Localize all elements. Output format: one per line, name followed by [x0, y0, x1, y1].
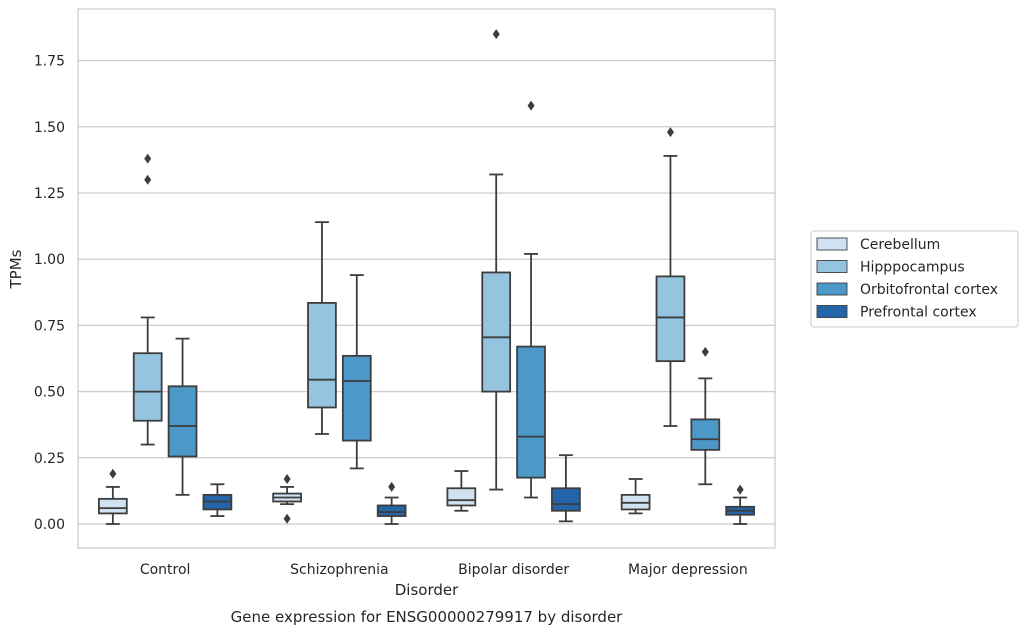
y-tick-label: 0.50 [34, 385, 65, 401]
box-cerebellum [446, 470, 477, 512]
x-tick-label: Schizophrenia [290, 562, 388, 578]
box-hipppocampus [132, 153, 163, 446]
legend-swatch [816, 305, 848, 318]
outlier-point [144, 174, 152, 185]
outlier-point [109, 468, 117, 479]
legend-label: Orbitofrontal cortex [860, 282, 998, 298]
chart-caption: Gene expression for ENSG00000279917 by d… [231, 608, 624, 626]
legend-label: Hipppocampus [860, 260, 965, 276]
box-iqr [307, 301, 337, 409]
box-hipppocampus [307, 221, 337, 435]
box-prefrontal-cortex [202, 483, 233, 517]
y-tick-label: 0.25 [34, 451, 65, 467]
y-tick-labels: 0.00 0.25 0.50 0.75 1.00 1.25 1.50 1.75 [34, 54, 65, 533]
box-iqr [481, 271, 512, 393]
box-iqr [341, 354, 372, 442]
box-iqr [655, 275, 686, 363]
y-tick-label: 1.25 [34, 186, 65, 202]
box-hipppocampus [481, 29, 512, 491]
box-iqr [516, 345, 546, 479]
box-cerebellum [98, 468, 128, 525]
legend-swatch [816, 260, 848, 273]
box-cerebellum [620, 478, 651, 515]
outlier-point [701, 346, 709, 357]
x-tick-label: Control [140, 562, 191, 578]
x-tick-label: Bipolar disorder [458, 562, 569, 578]
y-tick-label: 0.00 [34, 517, 65, 533]
box-orbitofrontal-cortex [341, 274, 372, 470]
box-layer [98, 29, 755, 525]
legend-swatch [816, 282, 848, 296]
outlier-point [492, 29, 500, 40]
legend: Cerebellum Hipppocampus Orbitofrontal cort… [810, 230, 1019, 328]
box-orbitofrontal-cortex [167, 337, 198, 496]
box-prefrontal-cortex [376, 481, 407, 525]
y-axis-title: TPMs [7, 249, 25, 289]
x-axis-title: Disorder [395, 581, 459, 599]
y-tick-label: 1.75 [34, 54, 65, 70]
legend-label: Cerebellum [860, 237, 940, 253]
outlier-point [736, 484, 744, 495]
box-prefrontal-cortex [725, 484, 755, 525]
box-iqr [551, 487, 581, 512]
box-orbitofrontal-cortex [690, 346, 721, 486]
box-orbitofrontal-cortex [516, 100, 546, 499]
y-tick-label: 1.50 [34, 120, 65, 136]
box-iqr [376, 504, 407, 517]
x-tick-label: Major depression [628, 562, 748, 578]
box-cerebellum [272, 473, 302, 524]
box-iqr [98, 497, 128, 515]
outlier-point [666, 127, 674, 138]
y-tick-label: 1.00 [34, 252, 65, 268]
plot-frame [77, 8, 776, 549]
outlier-point [144, 153, 152, 164]
box-iqr [690, 418, 721, 451]
legend-swatch [816, 237, 848, 251]
box-iqr [132, 352, 163, 422]
outlier-point [283, 513, 291, 524]
outlier-point [388, 481, 396, 492]
legend-frame [810, 230, 1019, 328]
outlier-point [527, 100, 535, 111]
x-tick-labels: Control Schizophrenia Bipolar disorder Majo… [140, 562, 748, 578]
box-iqr [446, 487, 477, 507]
box-iqr [167, 385, 198, 458]
box-hipppocampus [655, 127, 686, 427]
box-prefrontal-cortex [551, 454, 581, 523]
y-tick-label: 0.75 [34, 318, 65, 334]
legend-label: Prefrontal cortex [860, 305, 977, 321]
outlier-point [283, 473, 291, 484]
